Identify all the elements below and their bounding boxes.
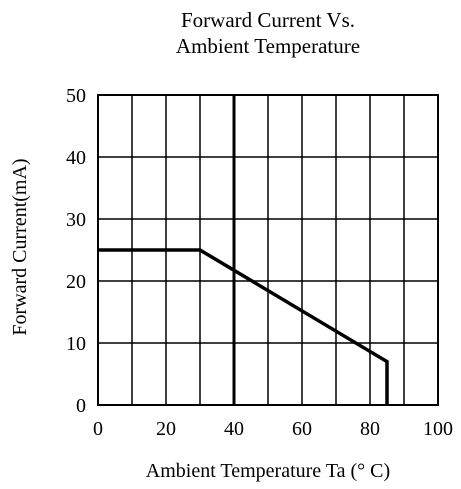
x-tick-label: 40 xyxy=(224,418,244,440)
y-tick-label: 20 xyxy=(66,271,86,293)
chart-title-line-2: Ambient Temperature xyxy=(176,34,360,58)
y-tick-label: 30 xyxy=(66,209,86,231)
x-tick-label: 100 xyxy=(423,418,453,440)
x-axis-label: Ambient Temperature Ta (° C) xyxy=(146,460,390,482)
chart-title-line-1: Forward Current Vs. xyxy=(181,8,355,32)
x-tick-label: 20 xyxy=(156,418,176,440)
y-axis-label: Forward Current(mA) xyxy=(9,158,31,335)
y-tick-label: 0 xyxy=(76,395,86,417)
series-layer xyxy=(98,248,389,405)
forward-current-series-line xyxy=(98,248,389,405)
tick-label-layer: 0 20 40 60 80 100 0 10 20 30 40 50 xyxy=(66,85,453,440)
x-tick-label: 60 xyxy=(292,418,312,440)
y-tick-label: 10 xyxy=(66,333,86,355)
x-tick-label: 0 xyxy=(93,418,103,440)
grid-layer xyxy=(98,95,438,405)
x-tick-label: 80 xyxy=(360,418,380,440)
y-tick-label: 40 xyxy=(66,147,86,169)
y-tick-label: 50 xyxy=(66,85,86,107)
